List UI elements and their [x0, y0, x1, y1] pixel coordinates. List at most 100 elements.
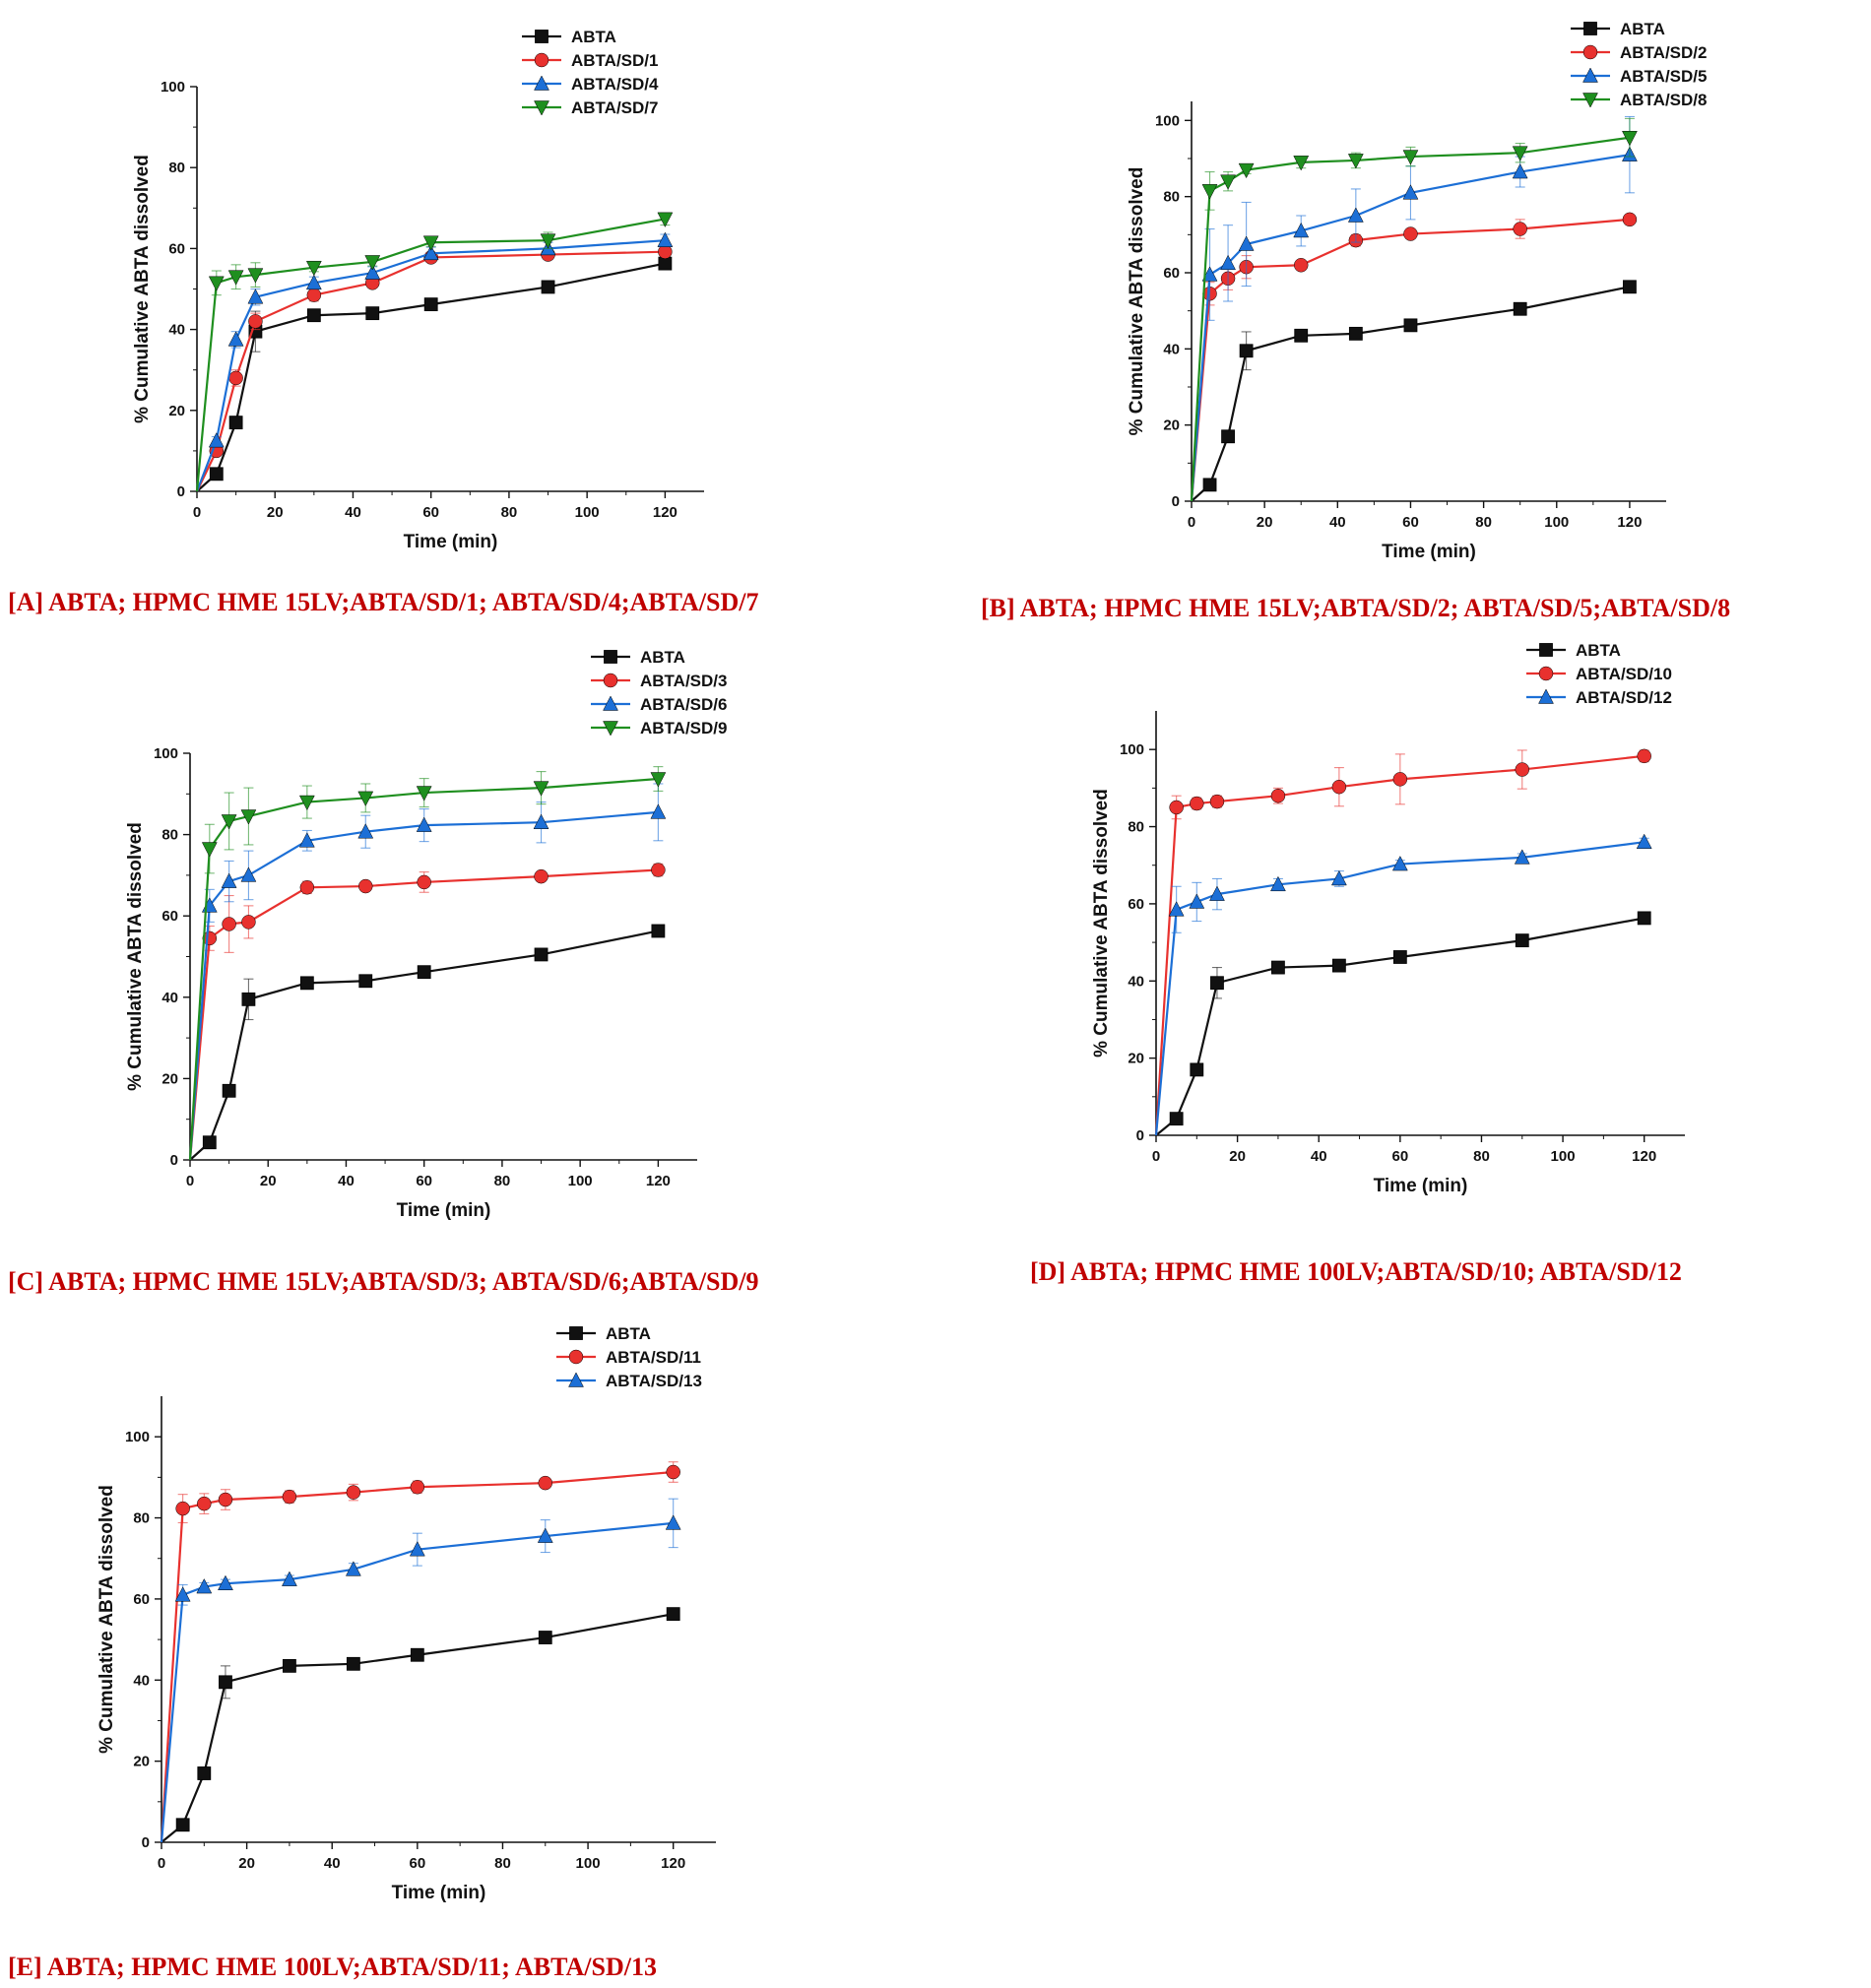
- y-tick-label: 20: [161, 1070, 178, 1087]
- data-point: [1622, 212, 1638, 227]
- x-tick-label: 0: [193, 504, 201, 521]
- data-point: [1403, 226, 1418, 241]
- data-point: [221, 814, 237, 830]
- y-tick-label: 60: [1163, 265, 1180, 282]
- data-point: [282, 1571, 297, 1586]
- data-point: [241, 915, 256, 930]
- data-point: [651, 863, 666, 877]
- chart-caption: [E] ABTA; HPMC HME 100LV;ABTA/SD/11; ABT…: [8, 1953, 657, 1981]
- legend-label: ABTA/SD/13: [606, 1372, 702, 1390]
- data-point: [1271, 960, 1285, 975]
- legend-label: ABTA: [606, 1324, 651, 1343]
- x-tick-label: 60: [410, 1855, 426, 1872]
- data-point: [537, 1527, 553, 1543]
- data-point: [416, 816, 432, 832]
- data-point: [196, 1578, 213, 1594]
- y-tick-label: 40: [168, 322, 185, 339]
- data-point: [298, 795, 315, 811]
- series-abta-sd-5: [1190, 115, 1638, 502]
- legend-marker: [1539, 643, 1553, 657]
- series-line: [1154, 841, 1645, 1136]
- series-abta-sd-4: [195, 231, 674, 492]
- data-point: [417, 874, 431, 890]
- data-point: [298, 832, 315, 848]
- legend-marker: [603, 695, 618, 711]
- x-tick-label: 20: [260, 1173, 277, 1189]
- data-point: [358, 878, 373, 894]
- x-tick-label: 120: [661, 1855, 685, 1872]
- legend-label: ABTA/SD/6: [640, 695, 727, 714]
- data-point: [305, 260, 322, 277]
- x-tick-label: 20: [1257, 514, 1273, 531]
- data-point: [1238, 235, 1255, 251]
- y-axis-title: % Cumulative ABTA dissolved: [97, 1485, 117, 1754]
- legend-marker: [604, 650, 617, 664]
- data-point: [1348, 326, 1363, 341]
- legend-marker: [535, 30, 548, 43]
- data-point: [1239, 344, 1254, 358]
- data-point: [533, 781, 549, 797]
- data-point: [422, 244, 439, 261]
- data-point: [1189, 893, 1205, 909]
- series-abta: [1155, 911, 1651, 1136]
- data-point: [345, 1561, 361, 1576]
- data-point: [228, 416, 243, 430]
- chart-caption: [B] ABTA; HPMC HME 15LV;ABTA/SD/2; ABTA/…: [981, 594, 1730, 622]
- series-abta: [196, 256, 673, 492]
- data-point: [357, 823, 374, 839]
- x-axis-title: Time (min): [1374, 1176, 1468, 1196]
- series-line: [188, 810, 659, 1161]
- series-abta: [189, 924, 666, 1161]
- data-point: [227, 331, 244, 347]
- series-abta: [1191, 280, 1637, 502]
- data-point: [305, 274, 322, 290]
- legend-marker: [569, 1326, 583, 1340]
- x-tick-label: 0: [158, 1855, 165, 1872]
- x-tick-label: 80: [494, 1855, 511, 1872]
- data-point: [364, 264, 381, 280]
- series-abta-sd-3: [188, 863, 666, 1161]
- x-tick-label: 60: [416, 1173, 432, 1189]
- y-tick-label: 60: [168, 240, 185, 257]
- data-point: [1347, 207, 1364, 223]
- x-tick-label: 60: [1392, 1148, 1409, 1165]
- data-point: [1623, 280, 1637, 294]
- data-point: [248, 314, 263, 329]
- data-point: [1169, 800, 1184, 815]
- x-tick-label: 60: [422, 504, 439, 521]
- y-tick-label: 40: [133, 1672, 150, 1689]
- x-axis-title: Time (min): [397, 1200, 491, 1221]
- data-point: [227, 270, 244, 286]
- y-tick-label: 60: [133, 1591, 150, 1608]
- y-tick-label: 60: [1128, 896, 1144, 913]
- data-point: [666, 1464, 680, 1480]
- data-point: [218, 1492, 233, 1507]
- y-tick-label: 80: [161, 827, 178, 844]
- data-point: [175, 1818, 190, 1832]
- data-point: [534, 868, 548, 884]
- data-point: [1201, 184, 1218, 200]
- x-tick-label: 20: [267, 504, 284, 521]
- data-point: [1347, 154, 1364, 169]
- legend-marker: [1538, 688, 1554, 704]
- data-point: [228, 370, 243, 386]
- legend-label: ABTA/SD/3: [640, 672, 727, 690]
- chart-caption: [D] ABTA; HPMC HME 100LV;ABTA/SD/10; ABT…: [1030, 1257, 1682, 1286]
- data-point: [1392, 772, 1408, 787]
- data-point: [651, 924, 666, 938]
- x-tick-label: 40: [338, 1173, 355, 1189]
- data-point: [247, 268, 264, 284]
- data-point: [1622, 130, 1638, 147]
- data-point: [658, 256, 673, 271]
- data-point: [657, 231, 674, 247]
- data-point: [218, 1574, 233, 1591]
- y-tick-label: 80: [168, 160, 185, 176]
- data-point: [1220, 174, 1236, 190]
- legend-marker: [534, 100, 549, 116]
- y-tick-label: 0: [177, 483, 185, 500]
- legend-label: ABTA/SD/4: [571, 75, 659, 94]
- data-point: [240, 866, 257, 882]
- data-point: [175, 1501, 190, 1516]
- chart-d: 0 20 40 60 80 100 120 0 20 40 60 80 100 Time (min) % C…: [1030, 641, 1685, 1286]
